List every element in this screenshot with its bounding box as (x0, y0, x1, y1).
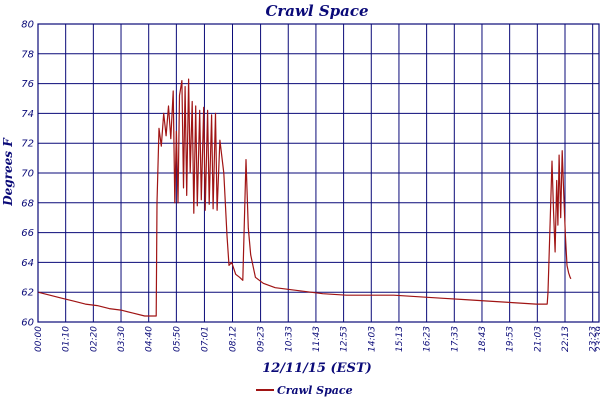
x-tick-label: 03:30 (117, 326, 127, 352)
plot-frame (37, 23, 600, 323)
gridlines (37, 23, 600, 323)
x-tick-label: 23:23 (589, 326, 599, 352)
x-tick-label: 14:03 (367, 326, 377, 352)
x-tick-labels: 00:00 01:10 02:20 03:30 04:40 05:50 07:01 08:12… (34, 326, 600, 352)
x-tick-label: 21:03 (533, 326, 543, 352)
series-layer (37, 78, 572, 317)
y-tick-label: 60 (21, 318, 34, 329)
y-tick-label: 68 (21, 198, 34, 209)
x-tick-label: 04:40 (145, 326, 155, 352)
legend-label: Crawl Space (277, 384, 353, 397)
x-axis-label: 12/11/15 (EST) (262, 361, 372, 376)
y-tick-label: 74 (21, 109, 34, 120)
x-tick-label: 17:33 (450, 326, 460, 352)
x-tick-label: 15:13 (395, 326, 405, 352)
y-axis-label: Degrees F (1, 137, 15, 207)
x-tick-label: 05:50 (172, 326, 182, 352)
chart-title: Crawl Space (265, 2, 368, 20)
x-tick-label: 01:10 (62, 326, 72, 352)
y-tick-label: 70 (21, 169, 34, 180)
x-tick-label: 23:39 (595, 326, 600, 352)
y-tick-label: 80 (21, 20, 34, 31)
y-tick-label: 76 (21, 79, 34, 90)
y-tick-label: 64 (21, 258, 34, 269)
x-tick-label: 19:53 (506, 326, 516, 352)
series-line-crawl-space (37, 78, 572, 317)
y-tick-labels: 60 62 64 66 68 70 72 74 76 78 80 (21, 20, 34, 329)
x-tick-label: 10:33 (284, 326, 294, 352)
x-tick-label: 02:20 (89, 326, 99, 352)
x-tick-label: 07:01 (200, 326, 210, 352)
x-tick-label: 22:13 (561, 326, 571, 352)
y-tick-label: 66 (21, 228, 34, 239)
y-tick-label: 72 (21, 139, 34, 150)
x-tick-label: 08:12 (229, 326, 239, 352)
y-tick-label: 78 (21, 49, 34, 60)
x-tick-label: 12:53 (340, 326, 350, 352)
x-tick-label: 00:00 (34, 326, 44, 352)
y-tick-label: 62 (21, 288, 34, 299)
x-tick-label: 09:23 (257, 326, 267, 352)
legend: Crawl Space (256, 384, 353, 397)
x-tick-label: 18:43 (478, 326, 488, 352)
x-tick-label: 11:43 (312, 326, 322, 352)
x-tick-label: 16:23 (423, 326, 433, 352)
